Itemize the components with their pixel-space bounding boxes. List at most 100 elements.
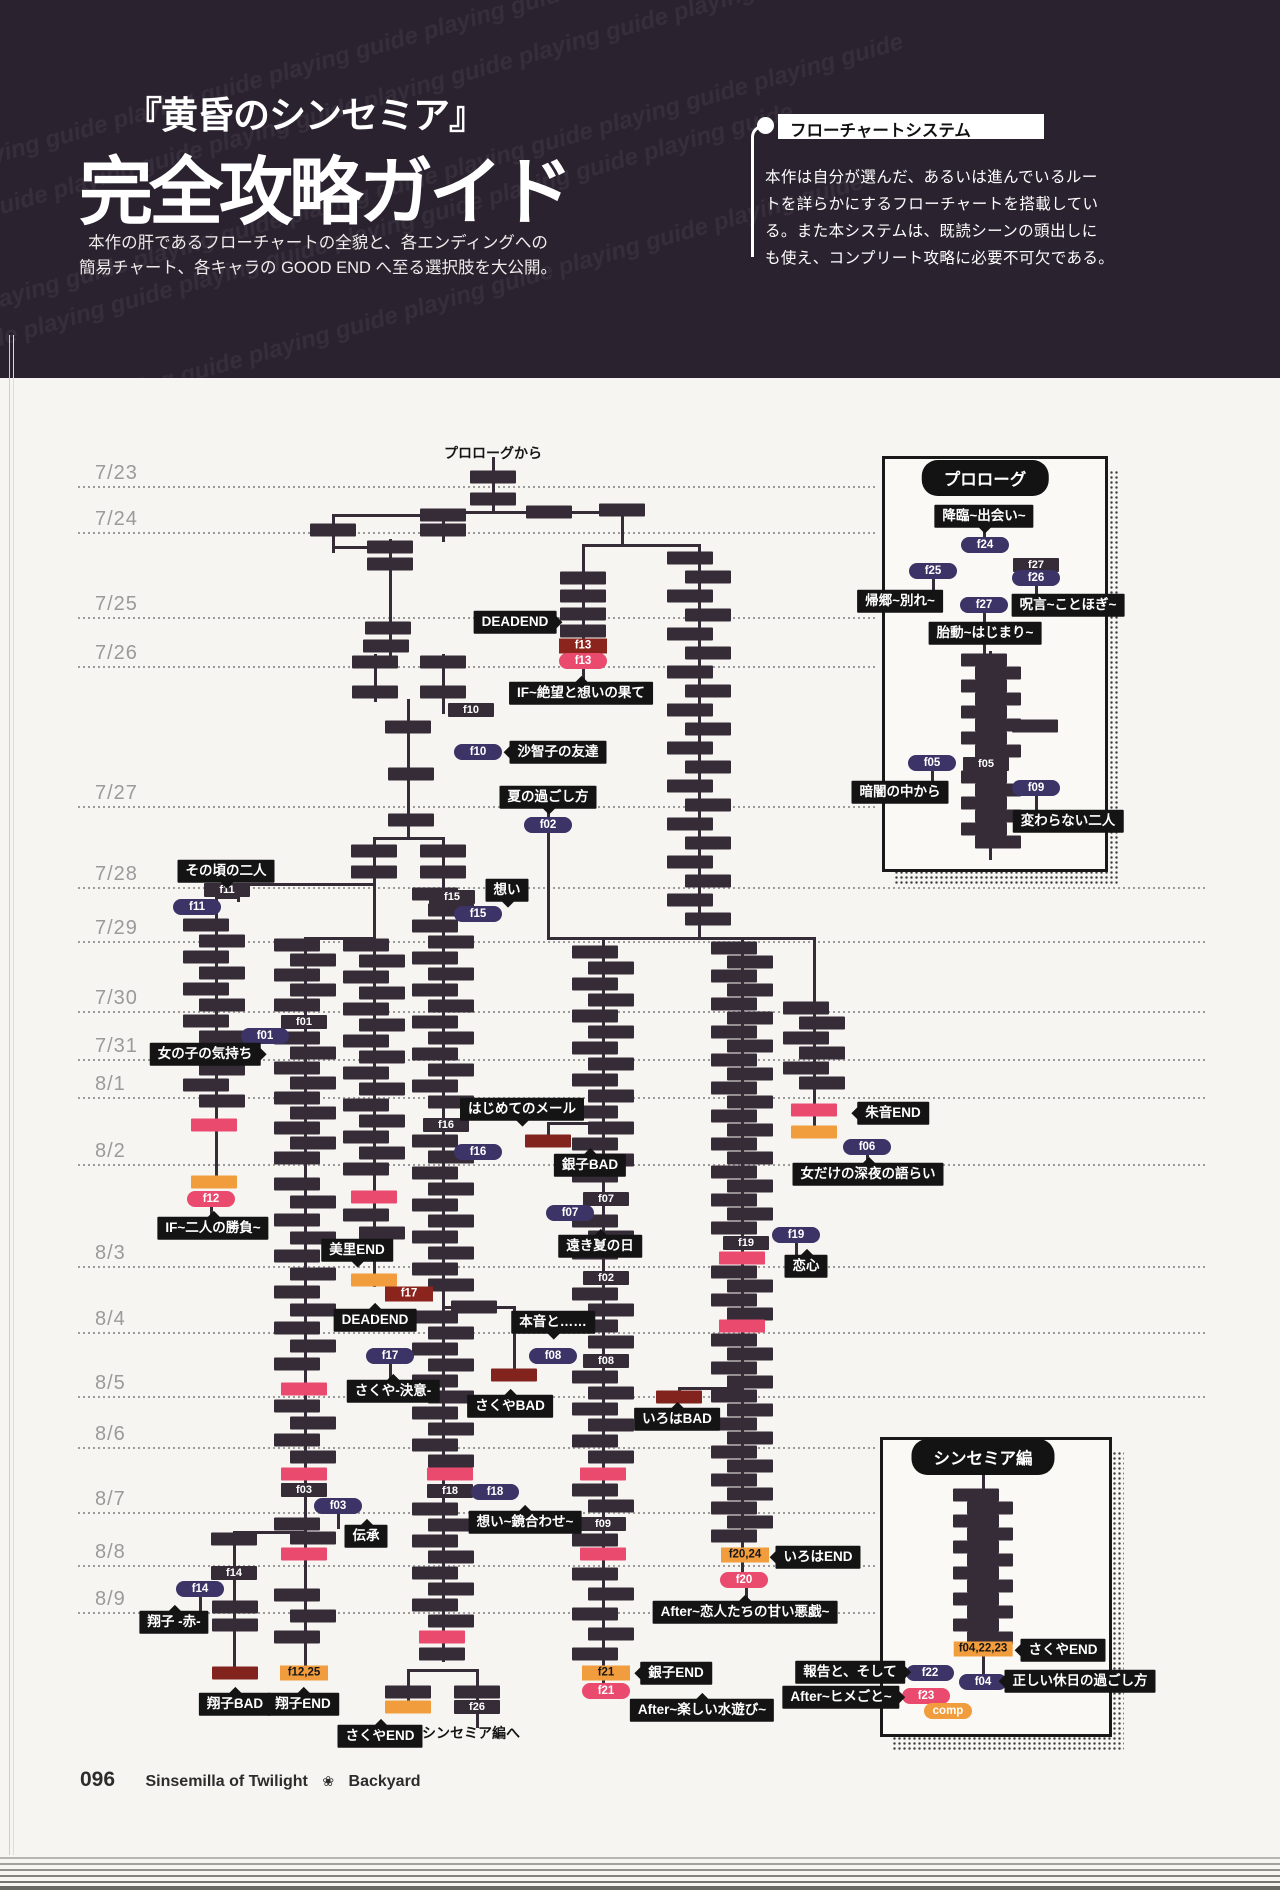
flow-node bbox=[428, 999, 474, 1013]
flag-badge-pill: f19 bbox=[772, 1227, 820, 1243]
flow-node bbox=[290, 1531, 336, 1545]
flag-badge: f12,25 bbox=[280, 1665, 328, 1681]
flow-node bbox=[953, 1618, 999, 1632]
page-header: playing guide playing guide playing guid… bbox=[0, 0, 1280, 378]
flow-connector bbox=[331, 545, 392, 549]
flow-node bbox=[711, 1053, 757, 1067]
date-label: 8/9 bbox=[95, 1588, 126, 1610]
flag-badge: f20,24 bbox=[721, 1547, 769, 1563]
flow-node-flag-label: f27 bbox=[1013, 558, 1059, 572]
flow-connector bbox=[677, 1386, 744, 1390]
flow-node bbox=[667, 551, 713, 565]
flow-label-tag: 呪言~ことほぎ~ bbox=[1011, 593, 1125, 617]
flow-node bbox=[961, 770, 1007, 784]
page-edge-line bbox=[13, 335, 14, 1855]
flow-label-tag: 胎動~はじまり~ bbox=[928, 621, 1042, 645]
flag-badge-pill: comp bbox=[924, 1703, 972, 1719]
flow-node bbox=[412, 1198, 458, 1212]
flow-plain-label: プロローグから bbox=[444, 445, 542, 461]
flow-node bbox=[428, 1518, 474, 1532]
flow-node bbox=[290, 1136, 336, 1150]
flow-node bbox=[420, 508, 466, 522]
flow-node bbox=[560, 571, 606, 585]
flow-node bbox=[428, 1326, 474, 1340]
page-edge-line bbox=[0, 1863, 1280, 1865]
flow-node bbox=[588, 1303, 634, 1317]
flow-connector bbox=[331, 513, 445, 517]
flow-node bbox=[685, 608, 731, 622]
flow-label-tag: 銀子END bbox=[640, 1661, 712, 1685]
flow-node bbox=[274, 1061, 320, 1075]
flow-node bbox=[470, 470, 516, 484]
date-line bbox=[78, 1447, 876, 1449]
flow-node-highlight bbox=[791, 1103, 837, 1117]
page-title: 完全攻略ガイド bbox=[79, 150, 573, 234]
flow-node-flag-label: f09 bbox=[580, 1517, 626, 1531]
flow-node bbox=[385, 1685, 431, 1699]
flag-badge-pill: f22 bbox=[906, 1665, 954, 1681]
flow-node-end bbox=[791, 1125, 837, 1139]
flow-node bbox=[667, 627, 713, 641]
flow-label-tag: 夏の過ごし方 bbox=[499, 785, 597, 809]
flow-node bbox=[290, 1106, 336, 1120]
flow-node bbox=[727, 1011, 773, 1025]
flow-node bbox=[961, 796, 1007, 810]
flow-label-tag: DEADEND bbox=[333, 1308, 417, 1332]
flow-node bbox=[783, 1001, 829, 1015]
flag-badge-pill: f08 bbox=[529, 1348, 577, 1364]
flow-node bbox=[572, 1607, 618, 1621]
flow-node bbox=[967, 1501, 1013, 1515]
flow-node bbox=[967, 1553, 1013, 1567]
flow-node bbox=[572, 1287, 618, 1301]
date-line bbox=[78, 1612, 876, 1614]
flow-node bbox=[343, 970, 389, 984]
flow-node bbox=[667, 589, 713, 603]
flow-node bbox=[572, 1434, 618, 1448]
flow-node bbox=[359, 1226, 405, 1240]
flow-node bbox=[727, 1151, 773, 1165]
flow-node bbox=[343, 1002, 389, 1016]
flow-node-flag-label: f08 bbox=[583, 1354, 629, 1368]
flow-label-tag: 本音と…… bbox=[511, 1310, 595, 1334]
flow-connector bbox=[546, 808, 550, 940]
flow-node bbox=[385, 720, 431, 734]
flow-node bbox=[727, 1431, 773, 1445]
flow-node bbox=[274, 1399, 320, 1413]
flow-node bbox=[363, 639, 409, 653]
flag-badge: f04,22,23 bbox=[953, 1641, 1013, 1657]
flow-node bbox=[588, 1386, 634, 1400]
flow-node bbox=[388, 767, 434, 781]
flow-node bbox=[588, 1057, 634, 1071]
flow-node bbox=[727, 1307, 773, 1321]
flow-node bbox=[428, 1278, 474, 1292]
flow-node-highlight bbox=[281, 1382, 327, 1396]
flow-node-bad bbox=[491, 1368, 537, 1382]
page-subtitle-line1: 本作の肝であるフローチャートの全貌と、各エンディングへの bbox=[88, 234, 548, 252]
flow-node bbox=[967, 1527, 1013, 1541]
flow-node-flag-label: f10 bbox=[448, 703, 494, 717]
flow-node bbox=[183, 1078, 229, 1092]
flow-node bbox=[343, 1066, 389, 1080]
flow-node bbox=[685, 722, 731, 736]
flow-node-flag-label: f19 bbox=[723, 1236, 769, 1250]
date-label: 8/7 bbox=[95, 1488, 126, 1510]
flow-connector bbox=[236, 882, 376, 886]
flow-node bbox=[588, 961, 634, 975]
flow-node bbox=[412, 1406, 458, 1420]
date-label: 7/30 bbox=[95, 987, 138, 1009]
flow-node bbox=[711, 1333, 757, 1347]
flow-node bbox=[711, 1193, 757, 1207]
flow-node bbox=[199, 1062, 245, 1076]
flow-node bbox=[412, 1502, 458, 1516]
flow-node bbox=[428, 1031, 474, 1045]
flow-node bbox=[799, 1076, 845, 1090]
flow-node bbox=[183, 918, 229, 932]
system-box-heading-bar bbox=[778, 114, 1044, 139]
flow-node bbox=[428, 1182, 474, 1196]
flow-connector bbox=[546, 1121, 605, 1125]
flow-node bbox=[428, 1454, 474, 1468]
flow-node bbox=[967, 1579, 1013, 1593]
flow-label-tag: 報告と、そして bbox=[795, 1660, 905, 1684]
date-line bbox=[78, 1011, 1205, 1013]
flow-node bbox=[967, 1605, 1013, 1619]
